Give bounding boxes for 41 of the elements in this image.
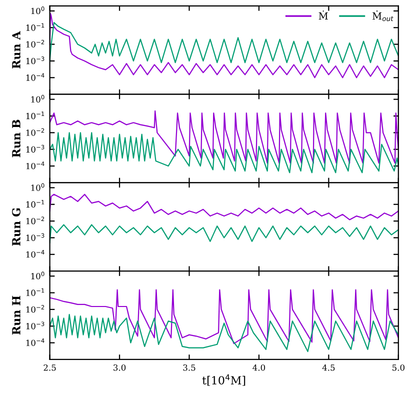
y-tick-label: 10$^{−1}$ xyxy=(26,112,44,120)
line-series xyxy=(50,22,398,64)
x-tick-label: 4.5 xyxy=(322,364,335,371)
y-tick-label: 10$^{0}$ xyxy=(31,6,44,14)
y-tick-label: 10$^{−2}$ xyxy=(26,128,44,136)
y-tick-label: 10$^{−4}$ xyxy=(26,338,44,346)
y-tick-label: 10$^{−4}$ xyxy=(26,250,44,258)
y-tick-label: 10$^{−1}$ xyxy=(26,200,44,208)
line-series xyxy=(50,314,398,352)
y-axis-title: Run B xyxy=(12,120,20,158)
line-series xyxy=(50,12,398,78)
y-tick-label: 10$^{0}$ xyxy=(31,94,44,103)
x-axis-title: t[10$^{4}$M] xyxy=(202,374,246,386)
y-tick-label: 10$^{−1}$ xyxy=(26,288,44,296)
x-tick-label: 4.0 xyxy=(252,364,266,371)
y-tick-label: 10$^{−3}$ xyxy=(26,144,44,153)
line-series xyxy=(50,224,398,244)
y-tick-label: 10$^{−3}$ xyxy=(26,233,44,241)
y-tick-label: 10$^{0}$ xyxy=(31,272,44,280)
x-tick-label: 3.5 xyxy=(183,364,196,371)
line-series xyxy=(50,289,398,344)
x-tick-label: 2.5 xyxy=(44,364,56,371)
y-axis-title: Run A xyxy=(12,31,20,69)
y-tick-label: 10$^{−3}$ xyxy=(26,322,44,330)
y-tick-label: 10$^{−2}$ xyxy=(26,305,44,313)
y-tick-label: 10$^{0}$ xyxy=(31,183,44,191)
y-tick-label: 10$^{−2}$ xyxy=(26,216,44,224)
line-series xyxy=(50,110,398,164)
y-tick-label: 10$^{−1}$ xyxy=(26,23,44,31)
y-tick-label: 10$^{−4}$ xyxy=(26,162,44,170)
legend-label: Ṁ xyxy=(318,10,328,20)
y-axis-title: Run G xyxy=(12,208,20,246)
y-axis-title: Run H xyxy=(12,296,20,335)
y-tick-label: 10$^{−4}$ xyxy=(26,73,44,81)
x-tick-label: 5.0 xyxy=(392,364,404,371)
x-tick-label: 3.0 xyxy=(114,364,126,371)
line-series xyxy=(50,194,398,220)
y-tick-label: 10$^{−3}$ xyxy=(26,56,44,64)
legend-label: Ṁ$_{out}$ xyxy=(372,10,394,22)
line-series xyxy=(50,132,398,174)
y-tick-label: 10$^{−2}$ xyxy=(26,40,44,48)
